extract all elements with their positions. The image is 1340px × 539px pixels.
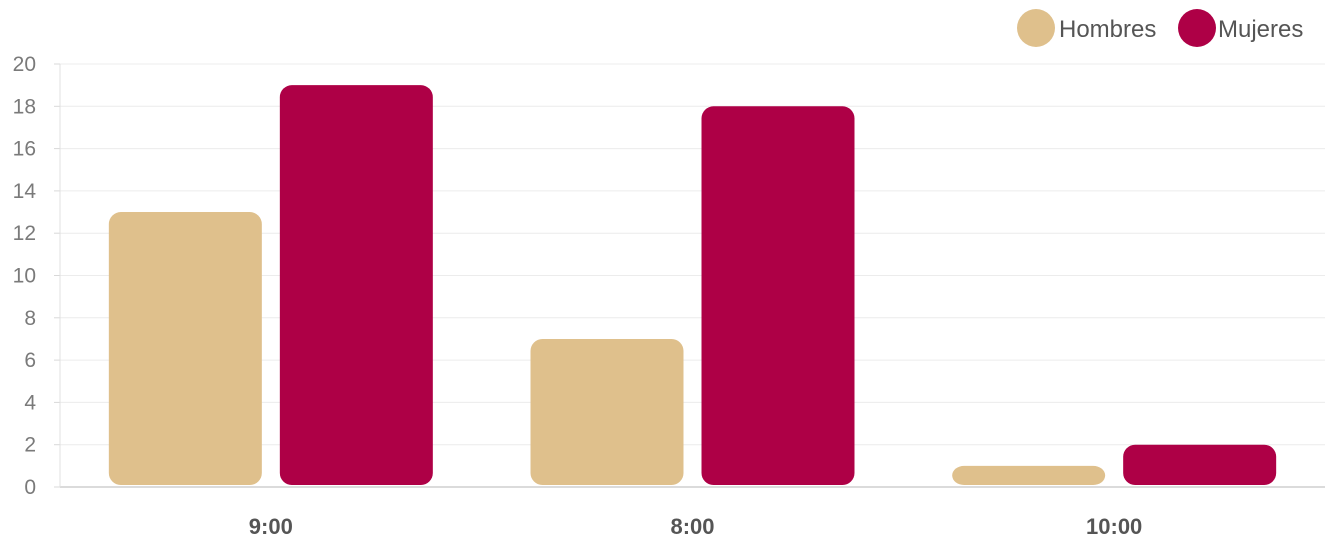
- y-tick-label: 0: [24, 476, 36, 499]
- bar-hombres-10:00[interactable]: [952, 465, 1106, 485]
- bar-mujeres-9:00[interactable]: [279, 85, 433, 486]
- y-tick-label: 14: [13, 180, 37, 203]
- y-tick-label: 8: [24, 307, 36, 330]
- grid-lines: [60, 63, 1325, 488]
- legend-label: Hombres: [1059, 16, 1156, 43]
- x-tick-label: 9:00: [249, 514, 293, 539]
- y-tick-label: 6: [24, 349, 36, 372]
- y-tick-label: 16: [13, 138, 36, 161]
- y-tick-label: 12: [13, 222, 36, 245]
- axes: 0 2 4 6 8 10 12 14 16 18 20 9:00 8:00 10:00: [13, 53, 1143, 539]
- legend[interactable]: Hombres Mujeres: [1017, 9, 1303, 47]
- y-tick-label: 4: [24, 391, 36, 414]
- x-tick-label: 8:00: [670, 514, 714, 539]
- legend-item-mujeres[interactable]: Mujeres: [1178, 9, 1303, 47]
- bar-hombres-8:00[interactable]: [530, 338, 684, 485]
- y-tick-label: 20: [13, 53, 36, 76]
- y-tick-label: 18: [13, 95, 36, 118]
- bars: [108, 85, 1277, 486]
- bar-mujeres-8:00[interactable]: [701, 106, 855, 486]
- legend-label: Mujeres: [1218, 16, 1303, 43]
- x-tick-label: 10:00: [1086, 514, 1142, 539]
- y-tick-label: 10: [13, 265, 36, 288]
- legend-swatch: [1017, 9, 1055, 47]
- bar-mujeres-10:00[interactable]: [1123, 444, 1277, 485]
- bar-hombres-9:00[interactable]: [108, 212, 262, 486]
- y-tick-label: 2: [24, 434, 36, 457]
- legend-swatch: [1178, 9, 1216, 47]
- legend-item-hombres[interactable]: Hombres: [1017, 9, 1156, 47]
